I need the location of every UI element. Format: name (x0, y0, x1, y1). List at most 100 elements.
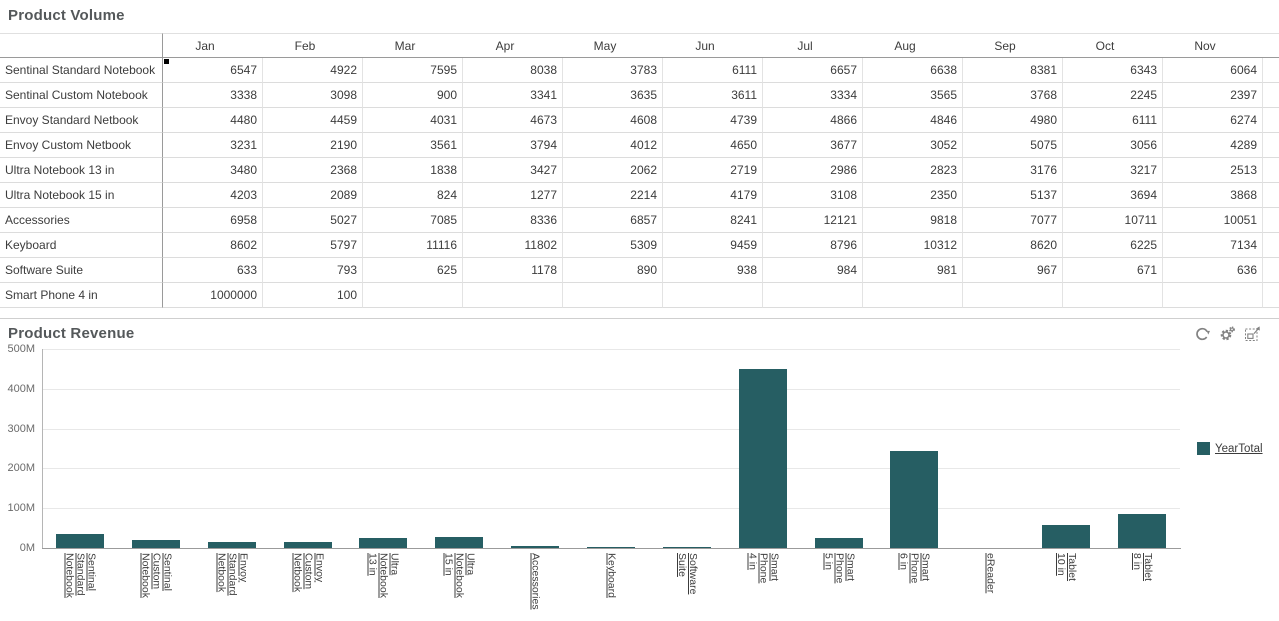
value-cell-ultra-notebook-15-in-may[interactable]: 2214 (563, 183, 663, 208)
value-cell-software-suite-jan[interactable]: 633 (163, 258, 263, 283)
value-cell-envoy-standard-netbook-jan[interactable]: 4480 (163, 108, 263, 133)
legend-label[interactable]: YearTotal (1215, 442, 1263, 455)
x-axis-label-tablet-8-in[interactable]: Tablet 8 in (1130, 553, 1154, 582)
row-header-accessories[interactable]: Accessories (0, 208, 163, 233)
value-cell-sentinal-standard-notebook-mar[interactable]: 7595 (363, 58, 463, 83)
column-header-jan[interactable]: Jan (163, 33, 263, 58)
value-cell-software-suite-jun[interactable]: 938 (663, 258, 763, 283)
value-cell-smart-phone-4-in-may[interactable] (563, 283, 663, 308)
x-axis-label-ultra-notebook-13-in[interactable]: Ultra Notebook 13 in (366, 553, 401, 598)
row-header-ultra-notebook-13-in[interactable]: Ultra Notebook 13 in (0, 158, 163, 183)
x-axis-label-sentinal-standard-notebook[interactable]: Sentinal Standard Notebook (63, 553, 98, 598)
column-header-aug[interactable]: Aug (863, 33, 963, 58)
value-cell-keyboard-may[interactable]: 5309 (563, 233, 663, 258)
value-cell-envoy-standard-netbook-nov[interactable]: 6274 (1163, 108, 1263, 133)
value-cell-envoy-standard-netbook-mar[interactable]: 4031 (363, 108, 463, 133)
value-cell-software-suite-feb[interactable]: 793 (263, 258, 363, 283)
value-cell-sentinal-custom-notebook-nov[interactable]: 2397 (1163, 83, 1263, 108)
value-cell-sentinal-custom-notebook-oct[interactable]: 2245 (1063, 83, 1163, 108)
value-cell-accessories-oct[interactable]: 10711 (1063, 208, 1163, 233)
value-cell-sentinal-custom-notebook-jul[interactable]: 3334 (763, 83, 863, 108)
bar-sentinal-standard-notebook[interactable] (55, 534, 104, 548)
value-cell-software-suite-may[interactable]: 890 (563, 258, 663, 283)
value-cell-envoy-standard-netbook-feb[interactable]: 4459 (263, 108, 363, 133)
value-cell-accessories-jun[interactable]: 8241 (663, 208, 763, 233)
value-cell-sentinal-custom-notebook-mar[interactable]: 900 (363, 83, 463, 108)
column-header-jun[interactable]: Jun (663, 33, 763, 58)
value-cell-sentinal-standard-notebook-jun[interactable]: 6111 (663, 58, 763, 83)
value-cell-software-suite-oct[interactable]: 671 (1063, 258, 1163, 283)
value-cell-ultra-notebook-13-in-oct[interactable]: 3217 (1063, 158, 1163, 183)
value-cell-sentinal-standard-notebook-nov[interactable]: 6064 (1163, 58, 1263, 83)
value-cell-envoy-custom-netbook-may[interactable]: 4012 (563, 133, 663, 158)
x-axis-label-envoy-standard-netbook[interactable]: Envoy Standard Netbook (215, 553, 250, 596)
value-cell-ultra-notebook-15-in-nov[interactable]: 3868 (1163, 183, 1263, 208)
bar-tablet-10-in[interactable] (1042, 525, 1091, 548)
value-cell-keyboard-jul[interactable]: 8796 (763, 233, 863, 258)
row-header-software-suite[interactable]: Software Suite (0, 258, 163, 283)
value-cell-keyboard-jan[interactable]: 8602 (163, 233, 263, 258)
value-cell-envoy-standard-netbook-aug[interactable]: 4846 (863, 108, 963, 133)
value-cell-accessories-sep[interactable]: 7077 (963, 208, 1063, 233)
bar-envoy-custom-netbook[interactable] (283, 542, 332, 548)
row-header-ultra-notebook-15-in[interactable]: Ultra Notebook 15 in (0, 183, 163, 208)
value-cell-smart-phone-4-in-feb[interactable]: 100 (263, 283, 363, 308)
x-axis-label-software-suite[interactable]: Software Suite (675, 553, 699, 595)
value-cell-accessories-apr[interactable]: 8336 (463, 208, 563, 233)
value-cell-envoy-custom-netbook-mar[interactable]: 3561 (363, 133, 463, 158)
value-cell-smart-phone-4-in-jul[interactable] (763, 283, 863, 308)
value-cell-smart-phone-4-in-aug[interactable] (863, 283, 963, 308)
value-cell-envoy-custom-netbook-apr[interactable]: 3794 (463, 133, 563, 158)
value-cell-sentinal-standard-notebook-jul[interactable]: 6657 (763, 58, 863, 83)
value-cell-accessories-feb[interactable]: 5027 (263, 208, 363, 233)
value-cell-ultra-notebook-13-in-feb[interactable]: 2368 (263, 158, 363, 183)
value-cell-smart-phone-4-in-jan[interactable]: 1000000 (163, 283, 263, 308)
value-cell-keyboard-aug[interactable]: 10312 (863, 233, 963, 258)
value-cell-sentinal-custom-notebook-apr[interactable]: 3341 (463, 83, 563, 108)
value-cell-ultra-notebook-15-in-sep[interactable]: 5137 (963, 183, 1063, 208)
value-cell-software-suite-sep[interactable]: 967 (963, 258, 1063, 283)
value-cell-sentinal-standard-notebook-jan[interactable]: 6547 (163, 58, 263, 83)
value-cell-sentinal-custom-notebook-aug[interactable]: 3565 (863, 83, 963, 108)
value-cell-envoy-standard-netbook-jun[interactable]: 4739 (663, 108, 763, 133)
x-axis-label-smart-phone-6-in[interactable]: Smart Phone 6 in (897, 553, 932, 584)
bar-envoy-standard-netbook[interactable] (207, 542, 256, 548)
x-axis-label-smart-phone-5-in[interactable]: Smart Phone 5 in (822, 553, 857, 584)
value-cell-ultra-notebook-13-in-jan[interactable]: 3480 (163, 158, 263, 183)
value-cell-keyboard-mar[interactable]: 11116 (363, 233, 463, 258)
value-cell-envoy-custom-netbook-feb[interactable]: 2190 (263, 133, 363, 158)
value-cell-software-suite-jul[interactable]: 984 (763, 258, 863, 283)
bar-keyboard[interactable] (586, 547, 635, 548)
value-cell-sentinal-standard-notebook-apr[interactable]: 8038 (463, 58, 563, 83)
column-header-nov[interactable]: Nov (1163, 33, 1263, 58)
x-axis-label-ereader[interactable]: eReader (984, 553, 997, 594)
column-header-jul[interactable]: Jul (763, 33, 863, 58)
bar-accessories[interactable] (511, 545, 560, 548)
value-cell-sentinal-custom-notebook-jan[interactable]: 3338 (163, 83, 263, 108)
value-cell-ultra-notebook-15-in-apr[interactable]: 1277 (463, 183, 563, 208)
value-cell-sentinal-standard-notebook-feb[interactable]: 4922 (263, 58, 363, 83)
column-header-apr[interactable]: Apr (463, 33, 563, 58)
chart-legend-item[interactable]: YearTotal (1197, 442, 1263, 455)
value-cell-ultra-notebook-13-in-mar[interactable]: 1838 (363, 158, 463, 183)
value-cell-envoy-custom-netbook-jun[interactable]: 4650 (663, 133, 763, 158)
value-cell-keyboard-jun[interactable]: 9459 (663, 233, 763, 258)
column-header-mar[interactable]: Mar (363, 33, 463, 58)
bar-software-suite[interactable] (662, 547, 711, 548)
value-cell-sentinal-standard-notebook-aug[interactable]: 6638 (863, 58, 963, 83)
bar-ultra-notebook-15-in[interactable] (435, 536, 484, 548)
value-cell-envoy-custom-netbook-jan[interactable]: 3231 (163, 133, 263, 158)
value-cell-ultra-notebook-13-in-nov[interactable]: 2513 (1163, 158, 1263, 183)
x-axis-label-smart-phone-4-in[interactable]: Smart Phone 4 in (746, 553, 781, 584)
column-header-feb[interactable]: Feb (263, 33, 363, 58)
value-cell-keyboard-apr[interactable]: 11802 (463, 233, 563, 258)
x-axis-label-keyboard[interactable]: Keyboard (605, 553, 618, 598)
value-cell-ultra-notebook-13-in-jul[interactable]: 2986 (763, 158, 863, 183)
value-cell-ultra-notebook-15-in-oct[interactable]: 3694 (1063, 183, 1163, 208)
x-axis-label-sentinal-custom-notebook[interactable]: Sentinal Custom Notebook (139, 553, 174, 598)
value-cell-smart-phone-4-in-jun[interactable] (663, 283, 763, 308)
value-cell-software-suite-nov[interactable]: 636 (1163, 258, 1263, 283)
value-cell-smart-phone-4-in-apr[interactable] (463, 283, 563, 308)
value-cell-accessories-may[interactable]: 6857 (563, 208, 663, 233)
bar-tablet-8-in[interactable] (1117, 514, 1166, 548)
